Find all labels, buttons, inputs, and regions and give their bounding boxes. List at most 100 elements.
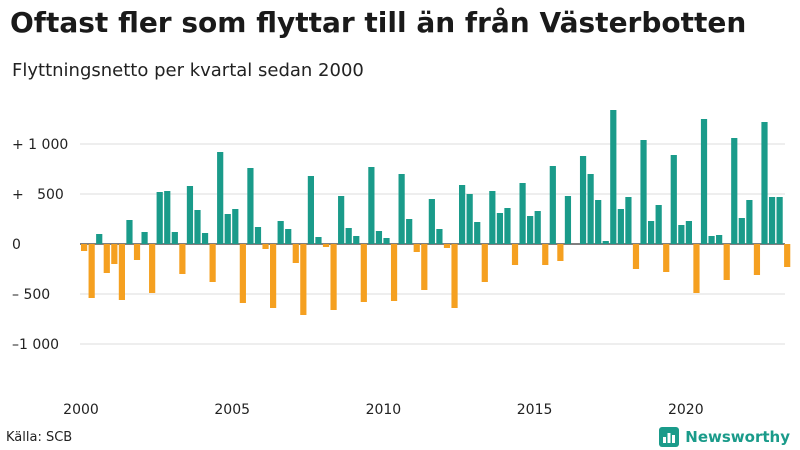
bar	[610, 110, 617, 244]
bar	[133, 244, 141, 260]
y-tick-label: + 500	[12, 187, 64, 203]
bar	[527, 216, 534, 244]
bar	[88, 244, 95, 298]
bar	[595, 200, 602, 244]
bar	[315, 237, 322, 244]
bar	[746, 200, 753, 244]
bar	[194, 210, 201, 244]
bar	[602, 241, 609, 244]
bar	[171, 232, 178, 244]
bar	[141, 232, 148, 244]
bar	[632, 244, 640, 269]
bar	[768, 197, 776, 244]
bar	[292, 244, 299, 263]
y-axis-ticks: + 1 000 + 500 0 – 500 –1 000	[12, 137, 68, 353]
bar	[285, 229, 292, 244]
bar	[277, 221, 284, 244]
bar	[239, 244, 246, 303]
bar	[474, 222, 481, 244]
bar	[353, 236, 360, 244]
bar	[557, 244, 564, 261]
bar	[640, 140, 647, 244]
bar	[149, 244, 156, 293]
bar	[655, 205, 662, 244]
bar	[103, 244, 110, 273]
bar-chart: + 1 000 + 500 0 – 500 –1 000 2000 2005 2010 201…	[12, 110, 791, 418]
bar	[534, 211, 541, 244]
chart-subtitle: Flyttningsnetto per kvartal sedan 2000	[12, 60, 364, 81]
source-note: Källa: SCB	[6, 430, 73, 445]
bars	[81, 110, 791, 315]
bar	[587, 174, 594, 244]
bar	[700, 119, 708, 244]
bar	[564, 196, 572, 244]
y-tick-label: –1 000	[12, 337, 59, 353]
bar	[322, 244, 330, 247]
bar	[413, 244, 420, 252]
bar	[398, 174, 405, 244]
bar	[504, 208, 511, 244]
chart-title: Oftast fler som flyttar till än från Väs…	[10, 6, 747, 39]
bar	[459, 185, 466, 244]
x-tick-label: 2005	[214, 402, 250, 418]
bar	[179, 244, 186, 274]
bar	[406, 219, 413, 244]
bar	[118, 244, 125, 300]
bar	[330, 244, 337, 310]
gridlines	[80, 143, 785, 345]
bar	[511, 244, 519, 265]
bar	[262, 244, 269, 249]
bar	[617, 209, 624, 244]
y-tick-label: + 1 000	[12, 137, 68, 153]
bar	[126, 220, 133, 244]
brand-name: Newsworthy	[685, 428, 790, 446]
bar	[761, 122, 768, 244]
bar	[648, 221, 655, 244]
bar	[670, 155, 677, 244]
bar	[428, 199, 435, 244]
bar	[111, 244, 118, 264]
x-tick-label: 2000	[63, 402, 99, 418]
bar	[579, 156, 587, 244]
bar	[360, 244, 367, 302]
x-tick-label: 2020	[668, 402, 704, 418]
bar	[731, 138, 738, 244]
bar-chart-logo-icon	[659, 427, 680, 447]
bar	[436, 229, 443, 244]
bar	[723, 244, 730, 280]
bar	[307, 176, 314, 244]
bar	[451, 244, 458, 308]
bar	[254, 227, 262, 244]
bar	[443, 244, 451, 248]
bar	[519, 183, 526, 244]
bar	[368, 167, 375, 244]
bar	[466, 194, 473, 244]
bar	[421, 244, 428, 290]
bar	[753, 244, 761, 275]
bar	[390, 244, 398, 301]
bar	[496, 213, 503, 244]
bar	[232, 209, 239, 244]
bar	[345, 228, 352, 244]
bar	[217, 152, 224, 244]
bar	[489, 191, 496, 244]
bar	[481, 244, 488, 282]
bar	[164, 191, 171, 244]
bar	[708, 236, 715, 244]
y-tick-label: – 500	[12, 287, 50, 303]
x-axis-ticks: 2000 2005 2010 2015 2020	[63, 402, 703, 418]
bar	[625, 197, 632, 244]
bar	[81, 244, 88, 251]
bar	[663, 244, 670, 272]
bar	[738, 218, 745, 244]
y-tick-label: 0	[12, 237, 21, 253]
bar	[156, 192, 163, 244]
bar	[549, 166, 556, 244]
bar	[300, 244, 307, 315]
bar	[201, 233, 209, 244]
bar	[224, 214, 231, 244]
bar	[685, 221, 692, 244]
bar	[383, 238, 390, 244]
bar	[338, 196, 345, 244]
bar	[186, 186, 194, 244]
